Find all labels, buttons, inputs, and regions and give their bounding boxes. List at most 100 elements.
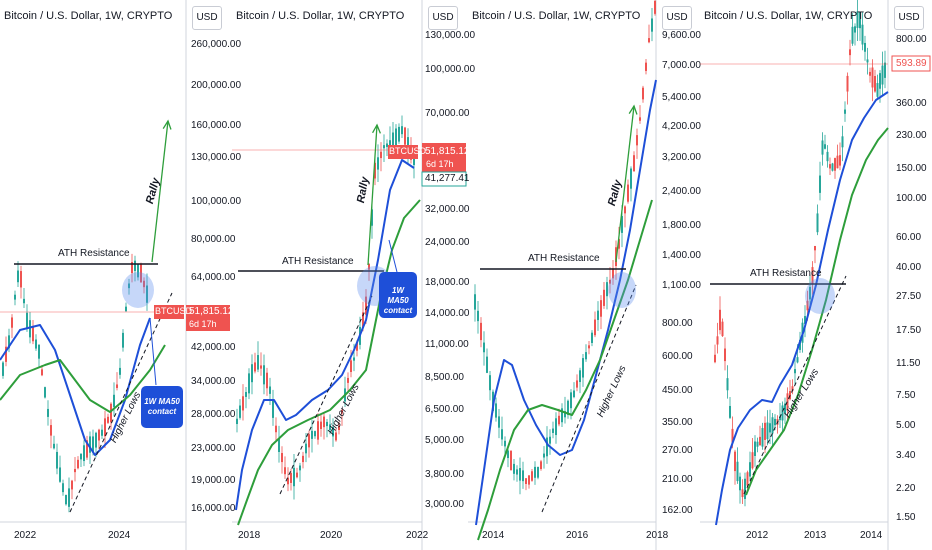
currency-button[interactable]: USD: [894, 6, 924, 30]
candle: [648, 38, 650, 43]
candle: [864, 42, 866, 52]
candle: [716, 336, 719, 345]
candle: [764, 422, 766, 440]
candle: [537, 466, 539, 478]
candle: [26, 312, 28, 329]
candle: [799, 339, 801, 350]
y-tick-label: 350.00: [662, 417, 693, 428]
ma200-line: [237, 199, 421, 526]
candle: [549, 436, 551, 444]
candle: [140, 263, 142, 283]
candle: [749, 462, 751, 477]
candle: [831, 163, 834, 171]
candle: [582, 358, 584, 378]
candle: [714, 354, 716, 363]
chart-panel-1[interactable]: Bitcoin / U.S. Dollar, 1W, CRYPTO USD ATH …: [0, 0, 241, 550]
y-tick-label: 27.50: [896, 291, 922, 302]
candle: [561, 408, 563, 423]
candle: [816, 213, 819, 233]
ath-resistance-label: ATH Resistance: [528, 253, 600, 264]
y-tick-label: 42,000.00: [191, 342, 236, 353]
candle: [869, 71, 871, 76]
candle: [347, 377, 349, 383]
candle: [305, 443, 307, 454]
candle: [248, 373, 250, 394]
candle: [68, 488, 70, 507]
candle: [134, 260, 136, 271]
currency-button[interactable]: USD: [428, 6, 458, 30]
candle: [86, 440, 88, 458]
candle: [257, 355, 259, 370]
candle: [567, 400, 569, 415]
candle: [326, 421, 328, 427]
candle: [353, 357, 355, 361]
candle: [866, 59, 869, 63]
y-tick-label: 130,000.00: [425, 30, 476, 41]
candle: [771, 417, 774, 434]
candle: [299, 465, 301, 471]
candle: [839, 155, 841, 166]
candle: [14, 294, 16, 300]
x-tick-label: 2022: [14, 530, 37, 541]
ma50-contact-marker: [608, 272, 636, 308]
y-tick-label: 593.89: [896, 58, 927, 69]
y-tick-label: 17.50: [896, 325, 922, 336]
y-tick-label: 100,000.00: [191, 196, 242, 207]
y-tick-label: 18,000.00: [425, 277, 470, 288]
candle: [95, 432, 97, 448]
chart-panel-3[interactable]: Bitcoin / U.S. Dollar, 1W, CRYPTO USD ATH …: [468, 0, 701, 550]
currency-button[interactable]: USD: [192, 6, 222, 30]
x-tick-label: 2013: [804, 530, 827, 541]
candle: [59, 467, 61, 482]
chart-plot: [232, 0, 467, 550]
currency-button[interactable]: USD: [662, 6, 692, 30]
ma50-line: [715, 91, 889, 526]
candle: [92, 436, 94, 453]
candle: [275, 425, 277, 433]
candle: [38, 344, 40, 359]
y-tick-label: 6,500.00: [425, 404, 464, 415]
candle: [293, 467, 295, 487]
candle: [819, 175, 821, 193]
candle: [564, 411, 566, 418]
rally-arrowhead: [372, 123, 381, 134]
candle: [546, 437, 548, 457]
y-tick-label: 23,000.00: [191, 443, 236, 454]
candle: [734, 451, 736, 472]
y-tick-label: 16,000.00: [191, 503, 236, 514]
candle: [239, 405, 241, 418]
candle: [71, 480, 73, 490]
rally-arrow: [367, 124, 378, 266]
y-tick-label: 24,000.00: [425, 237, 470, 248]
x-tick-label: 2012: [746, 530, 769, 541]
candle: [724, 348, 726, 362]
price-tag: [186, 305, 230, 331]
candle: [591, 332, 593, 343]
candle: [272, 399, 274, 418]
x-tick-label: 2016: [566, 530, 589, 541]
candle: [876, 83, 879, 97]
chart-panel-2[interactable]: Bitcoin / U.S. Dollar, 1W, CRYPTO USD ATH …: [232, 0, 475, 550]
candle: [483, 342, 485, 353]
chart-panel-4[interactable]: Bitcoin / U.S. Dollar, 1W, CRYPTO USD ATH …: [700, 0, 932, 550]
y-tick-label: 60.00: [896, 232, 922, 243]
candle: [62, 483, 64, 493]
candle: [23, 298, 25, 304]
ma50-note-box: [141, 386, 183, 428]
candle: [826, 151, 829, 162]
candle: [804, 316, 806, 324]
y-tick-label: 7,000.00: [662, 60, 701, 71]
y-tick-label: 270.00: [662, 445, 693, 456]
ma50-line: [0, 317, 151, 456]
candle: [131, 261, 133, 274]
candle: [516, 469, 518, 475]
y-tick-label: 2,400.00: [662, 186, 701, 197]
candle: [751, 452, 754, 469]
candle: [35, 339, 37, 349]
candle: [302, 455, 304, 463]
candle: [746, 472, 749, 486]
candle: [761, 428, 764, 447]
candle: [287, 477, 289, 485]
candle: [480, 322, 482, 341]
x-tick-label: 2014: [860, 530, 883, 541]
